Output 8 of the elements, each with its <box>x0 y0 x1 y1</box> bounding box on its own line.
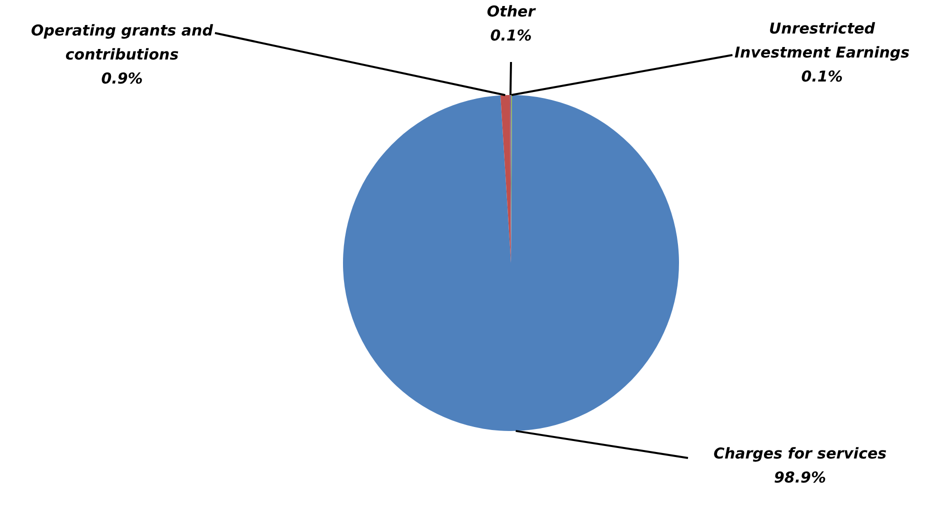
data-label: 0.1% <box>490 26 532 44</box>
slice-label: Charges for services <box>713 444 887 462</box>
slice-label: Unrestricted Investment Earnings <box>734 19 910 62</box>
slice-label: Other <box>486 2 537 20</box>
data-label: 98.9% <box>774 468 826 486</box>
slice-label: Operating grants and contributions <box>31 21 214 64</box>
data-label: 0.1% <box>801 67 843 86</box>
data-label: 0.9% <box>101 69 143 88</box>
